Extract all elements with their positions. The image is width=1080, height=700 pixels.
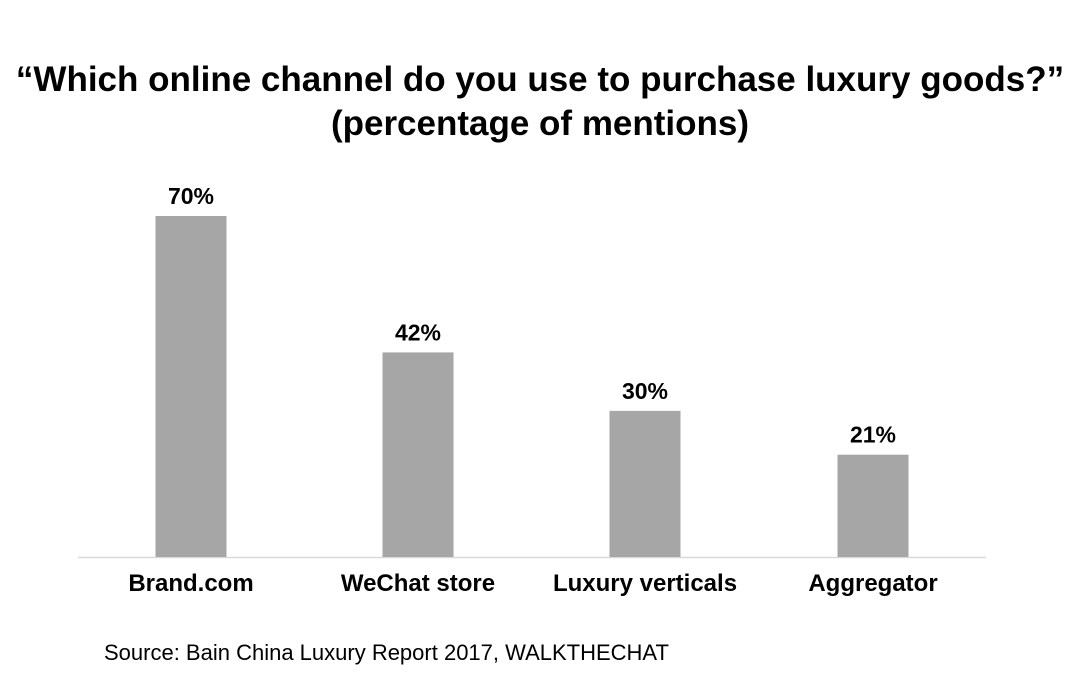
bar-1 (382, 352, 454, 557)
category-label-3: Aggregator (808, 570, 937, 597)
chart-title-block: “Which online channel do you use to purc… (0, 58, 1080, 146)
category-labels-group: Brand.com WeChat store Luxury verticals Agg… (128, 570, 937, 597)
bar-2 (609, 410, 681, 557)
data-label-1: 42% (395, 319, 441, 345)
source-note: Source: Bain China Luxury Report 2017, W… (104, 640, 669, 665)
data-label-2: 30% (622, 378, 668, 404)
bar-3 (837, 454, 909, 557)
category-label-0: Brand.com (128, 570, 253, 597)
data-label-0: 70% (168, 183, 214, 209)
chart-subtitle: (percentage of mentions) (330, 104, 750, 143)
data-label-3: 21% (850, 422, 896, 448)
category-label-2: Luxury verticals (553, 570, 737, 597)
bar-0 (155, 216, 227, 557)
chart-title: “Which online channel do you use to purc… (15, 60, 1065, 99)
data-labels-group: 70% 42% 30% 21% (168, 183, 896, 448)
bars-group (155, 216, 909, 557)
bar-chart: 70% 42% 30% 21% Brand.com WeChat store Luxury… (78, 183, 986, 597)
category-label-1: WeChat store (341, 570, 495, 597)
